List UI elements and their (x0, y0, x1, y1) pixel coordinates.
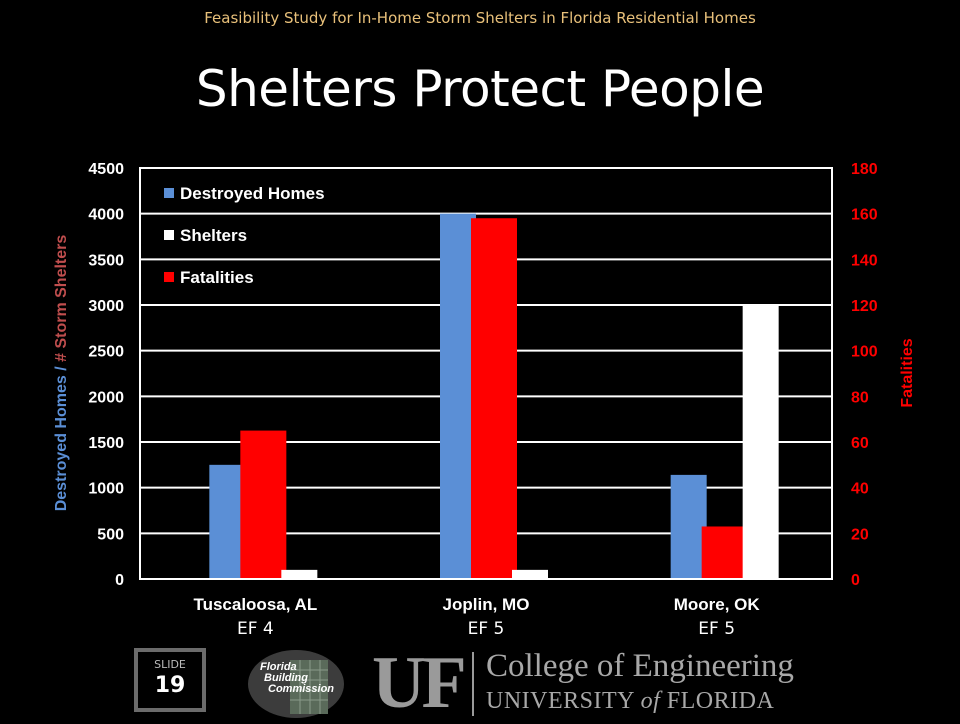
bar-fatalities-1 (471, 218, 517, 579)
left-tick-label: 1500 (88, 435, 124, 452)
bar-shelters-2 (742, 305, 779, 579)
plot-frame (139, 167, 833, 580)
bar-chart: 0 500 1000 1500 2000 2500 3000 3500 4000 4500 0 20… (53, 161, 916, 639)
left-tick-label: 500 (97, 526, 124, 543)
right-tick-label: 100 (851, 344, 878, 361)
category-label: Joplin, MO (443, 595, 530, 614)
chart-legend: Destroyed Homes Shelters Fatalities (164, 184, 325, 287)
slide-title: Shelters Protect People (195, 60, 765, 118)
bar-destroyed-homes-2 (670, 474, 707, 579)
left-axis-label: Destroyed Homes / # Storm Shelters (53, 235, 70, 512)
legend-label: Destroyed Homes (180, 184, 325, 203)
left-tick-label: 2500 (88, 344, 124, 361)
college-name: College of Engineering (486, 648, 794, 684)
right-tick-label: 160 (851, 207, 878, 224)
right-tick-label: 80 (851, 389, 869, 406)
bar-destroyed-homes-0 (209, 464, 246, 579)
category-sublabel: EF 5 (698, 619, 735, 639)
footer: SLIDE 19 Florida Building Commission UF … (0, 640, 960, 720)
left-tick-label: 4000 (88, 207, 124, 224)
slide-number: 19 (154, 673, 186, 698)
left-tick-label: 3500 (88, 252, 124, 269)
presentation-header: Feasibility Study for In-Home Storm Shel… (204, 9, 756, 27)
bar-fatalities-0 (240, 430, 287, 579)
category-labels: Tuscaloosa, AL EF 4 Joplin, MO EF 5 Moore, O… (193, 595, 760, 639)
svg-text:Building: Building (264, 672, 308, 684)
right-tick-label: 40 (851, 481, 869, 498)
category-label: Moore, OK (674, 595, 761, 614)
left-tick-label: 1000 (88, 481, 124, 498)
left-axis-label-part: Destroyed Homes (53, 375, 70, 511)
legend-swatch (164, 188, 174, 198)
slide-label: SLIDE (154, 658, 186, 671)
legend-swatch (164, 230, 174, 240)
left-axis-label-part: / (53, 362, 70, 375)
florida-building-commission-logo: Florida Building Commission (248, 650, 344, 718)
right-tick-label: 140 (851, 252, 878, 269)
category-label: Tuscaloosa, AL (193, 595, 317, 614)
right-tick-label: 180 (851, 161, 878, 178)
right-tick-label: 0 (851, 572, 860, 589)
right-axis-ticks: 0 20 40 60 80 100 120 140 160 180 (851, 161, 878, 589)
left-axis-label-part: # Storm Shelters (53, 235, 70, 362)
svg-text:Commission: Commission (268, 683, 334, 695)
right-axis-label: Fatalities (899, 338, 916, 407)
right-tick-label: 120 (851, 298, 878, 315)
left-tick-label: 2000 (88, 389, 124, 406)
bar-destroyed-homes-1 (440, 213, 476, 579)
logo-divider (472, 652, 474, 716)
left-tick-label: 3000 (88, 298, 124, 315)
left-axis-ticks: 0 500 1000 1500 2000 2500 3000 3500 4000 4500 (88, 161, 124, 589)
legend-swatch (164, 272, 174, 282)
bar-fatalities-2 (701, 526, 748, 579)
category-sublabel: EF 4 (237, 619, 274, 639)
right-tick-label: 60 (851, 435, 869, 452)
category-sublabel: EF 5 (468, 619, 505, 639)
svg-text:Florida: Florida (260, 661, 297, 673)
bar-shelters-0 (281, 569, 318, 579)
slide-number-box: SLIDE 19 (134, 648, 206, 712)
legend-label: Shelters (180, 226, 247, 245)
legend-label: Fatalities (180, 268, 254, 287)
university-name: UNIVERSITY of FLORIDA (486, 688, 775, 714)
bar-shelters-1 (512, 569, 548, 579)
left-tick-label: 4500 (88, 161, 124, 178)
chart-bars (209, 213, 779, 579)
uf-logo-mark: UF (372, 642, 467, 724)
left-tick-label: 0 (115, 572, 124, 589)
right-tick-label: 20 (851, 526, 869, 543)
